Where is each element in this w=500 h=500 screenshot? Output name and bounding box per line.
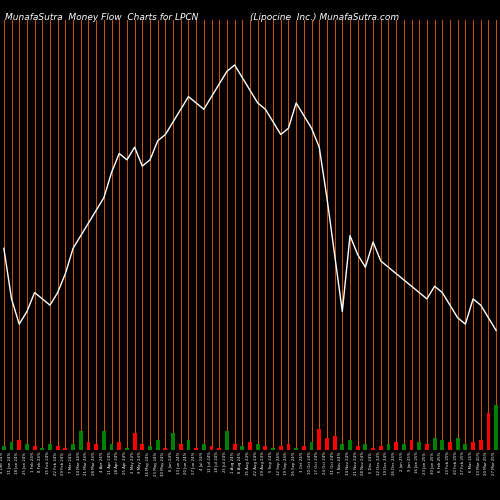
Bar bbox=[279, 446, 282, 450]
Bar bbox=[102, 432, 106, 450]
Bar bbox=[386, 444, 390, 450]
Bar bbox=[179, 444, 182, 450]
Bar bbox=[464, 444, 468, 450]
Bar bbox=[418, 442, 421, 450]
Bar bbox=[318, 430, 321, 450]
Bar bbox=[110, 444, 114, 450]
Bar bbox=[332, 436, 336, 450]
Bar bbox=[140, 444, 144, 450]
Bar bbox=[425, 444, 429, 450]
Bar bbox=[148, 446, 152, 450]
Bar bbox=[310, 442, 314, 450]
Text: (Lipocine  Inc.) MunafaSutra.com: (Lipocine Inc.) MunafaSutra.com bbox=[250, 12, 399, 22]
Bar bbox=[156, 440, 160, 450]
Bar bbox=[356, 446, 360, 450]
Bar bbox=[348, 440, 352, 450]
Bar bbox=[240, 446, 244, 450]
Text: MunafaSutra  Money Flow  Charts for LPCN: MunafaSutra Money Flow Charts for LPCN bbox=[5, 12, 198, 22]
Bar bbox=[340, 444, 344, 450]
Bar bbox=[86, 442, 90, 450]
Bar bbox=[194, 448, 198, 450]
Bar bbox=[286, 444, 290, 450]
Bar bbox=[294, 448, 298, 450]
Bar bbox=[18, 440, 21, 450]
Bar bbox=[56, 446, 59, 450]
Bar bbox=[40, 448, 44, 450]
Bar bbox=[125, 448, 129, 450]
Bar bbox=[264, 446, 268, 450]
Bar bbox=[186, 440, 190, 450]
Bar bbox=[94, 444, 98, 450]
Bar bbox=[71, 444, 75, 450]
Bar bbox=[325, 438, 329, 450]
Bar bbox=[218, 448, 221, 450]
Bar bbox=[210, 446, 214, 450]
Bar bbox=[432, 438, 436, 450]
Bar bbox=[2, 446, 6, 450]
Bar bbox=[410, 440, 414, 450]
Bar bbox=[302, 446, 306, 450]
Bar bbox=[48, 444, 52, 450]
Bar bbox=[32, 446, 36, 450]
Bar bbox=[132, 434, 136, 450]
Bar bbox=[10, 442, 14, 450]
Bar bbox=[271, 448, 275, 450]
Bar bbox=[256, 444, 260, 450]
Bar bbox=[494, 404, 498, 450]
Bar bbox=[394, 442, 398, 450]
Bar bbox=[225, 432, 229, 450]
Bar bbox=[202, 444, 206, 450]
Bar bbox=[79, 432, 82, 450]
Bar bbox=[402, 444, 406, 450]
Bar bbox=[440, 440, 444, 450]
Bar bbox=[171, 434, 175, 450]
Bar bbox=[486, 413, 490, 450]
Bar bbox=[164, 448, 168, 450]
Bar bbox=[379, 446, 382, 450]
Bar bbox=[448, 442, 452, 450]
Bar bbox=[118, 442, 121, 450]
Bar bbox=[479, 440, 482, 450]
Bar bbox=[25, 444, 29, 450]
Bar bbox=[248, 442, 252, 450]
Bar bbox=[471, 442, 475, 450]
Bar bbox=[364, 444, 368, 450]
Bar bbox=[456, 438, 460, 450]
Bar bbox=[232, 444, 236, 450]
Bar bbox=[64, 448, 68, 450]
Bar bbox=[371, 448, 375, 450]
